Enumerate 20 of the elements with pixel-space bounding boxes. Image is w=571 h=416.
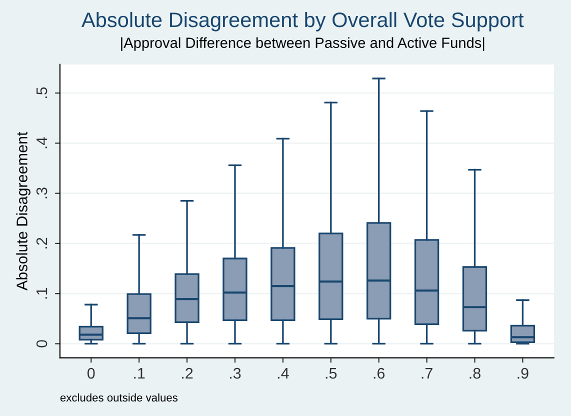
x-tick-label: 0 (87, 368, 95, 379)
x-tick-label: .7 (422, 368, 432, 379)
x-tick-label: .8 (470, 368, 480, 379)
y-tick-label: .1 (36, 288, 48, 299)
chart-title: Absolute Disagreement by Overall Vote Support (81, 12, 524, 32)
y-tick-label: .3 (36, 188, 48, 198)
x-tick-label: .9 (518, 368, 528, 379)
text: excludes outside values (60, 393, 178, 402)
x-tick-label: .4 (278, 368, 289, 379)
y-tick-label: 0 (36, 340, 48, 348)
x-tick-label: .3 (230, 368, 241, 379)
chart-subtitle: |Approval Difference between Passive and Active Funds| (121, 37, 484, 51)
y-tick-label: .4 (36, 137, 48, 148)
x-tick-label: .5 (326, 368, 337, 379)
y-axis-title: Absolute Disagreement (16, 132, 30, 290)
y-tick-label: .2 (36, 238, 48, 248)
y-tick-label: .5 (36, 87, 48, 98)
x-tick-label: .6 (374, 368, 385, 379)
x-tick-label: .2 (182, 368, 193, 379)
x-tick-label: .1 (134, 368, 145, 379)
